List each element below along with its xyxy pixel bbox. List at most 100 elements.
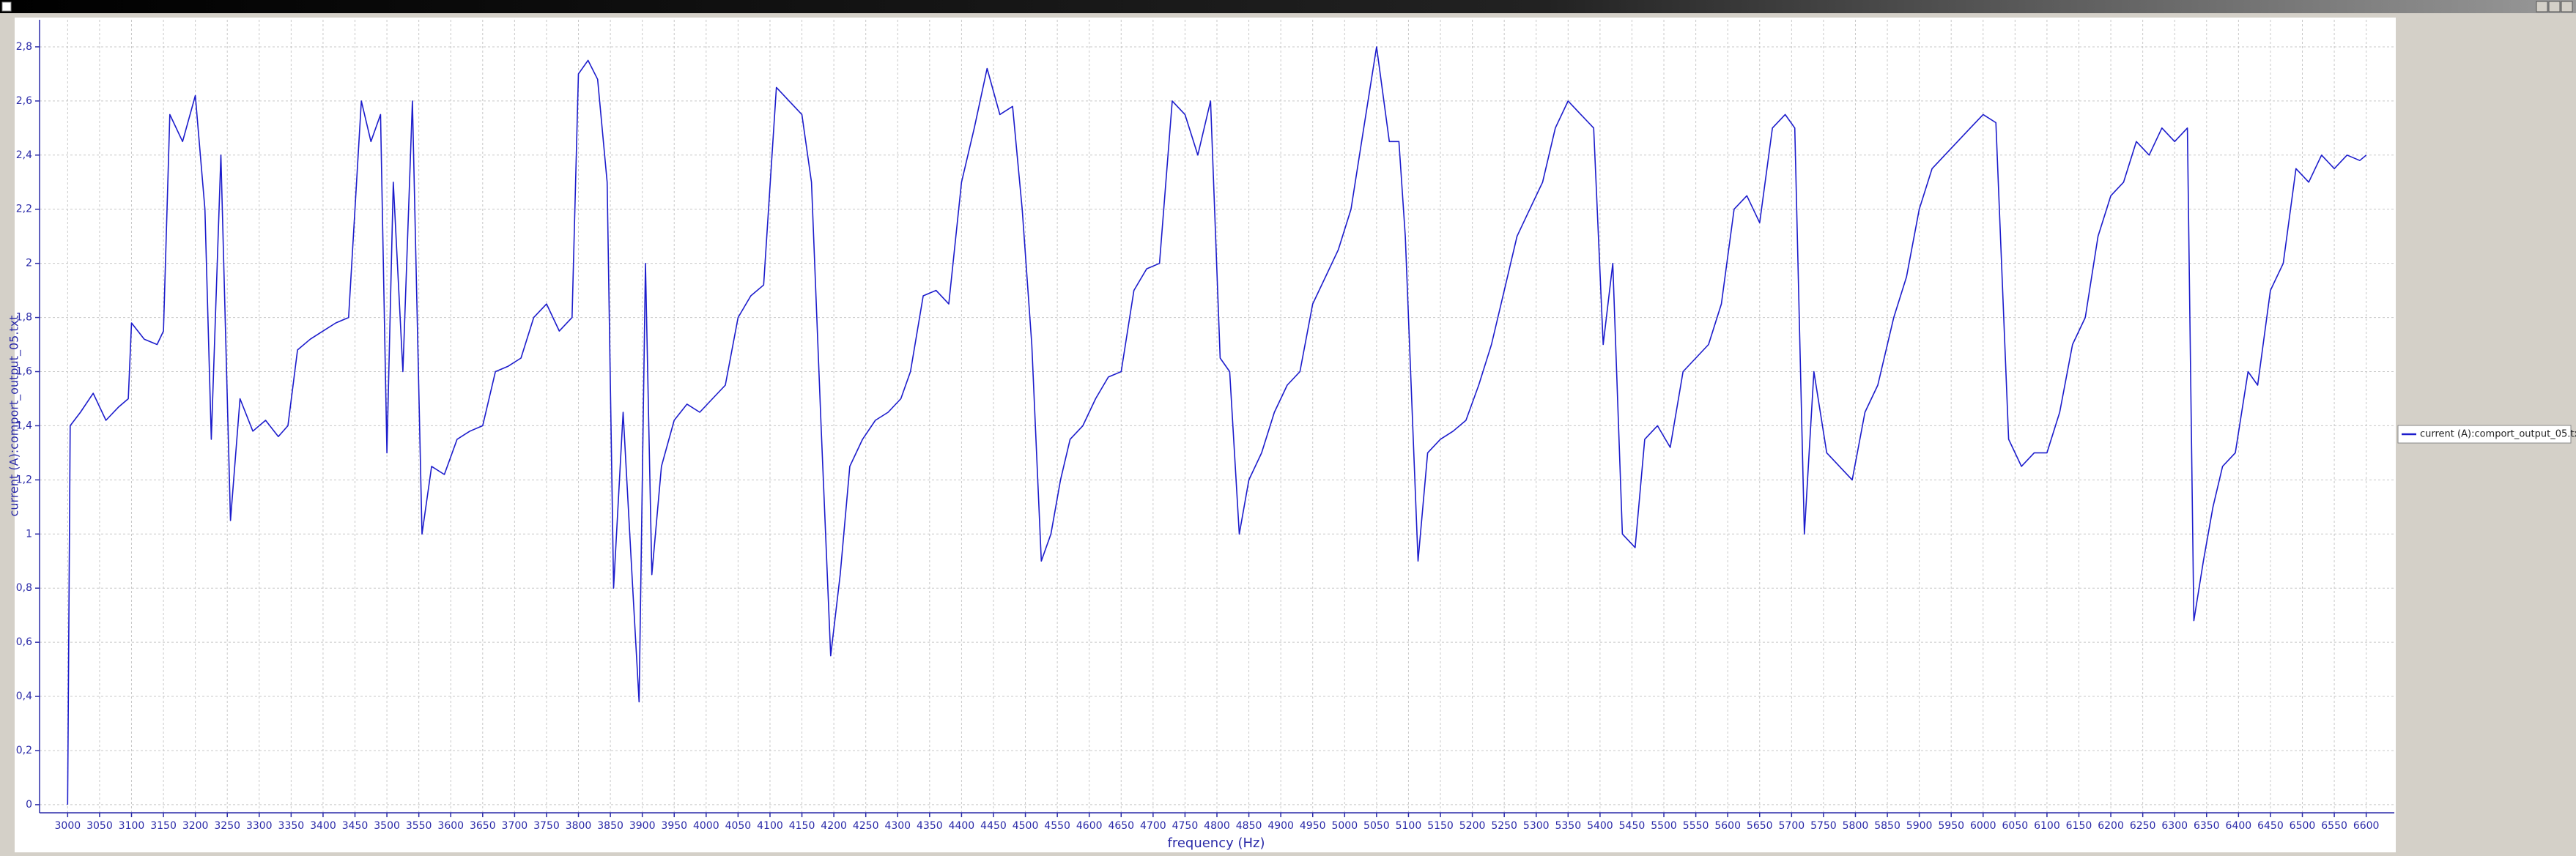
- x-tick-label: 6500: [2290, 820, 2316, 832]
- x-tick-label: 4650: [1108, 820, 1134, 832]
- x-tick-label: 3500: [374, 820, 400, 832]
- y-tick-label: 2,8: [16, 41, 32, 53]
- x-tick-label: 5500: [1651, 820, 1677, 832]
- x-tick-label: 6150: [2066, 820, 2092, 832]
- x-tick-label: 4300: [884, 820, 911, 832]
- x-tick-label: 5300: [1523, 820, 1550, 832]
- x-tick-label: 3600: [437, 820, 464, 832]
- x-tick-label: 4200: [821, 820, 847, 832]
- x-tick-label: 3550: [406, 820, 432, 832]
- title-bar: [0, 0, 2576, 13]
- x-tick-label: 3950: [661, 820, 687, 832]
- x-tick-label: 4600: [1076, 820, 1103, 832]
- y-axis-label: current (A):comport_output_05.txt: [7, 316, 22, 517]
- x-tick-label: 3000: [55, 820, 81, 832]
- y-tick-label: 2: [26, 258, 32, 269]
- x-tick-label: 5900: [1906, 820, 1933, 832]
- x-tick-label: 4500: [1013, 820, 1039, 832]
- x-tick-label: 6450: [2257, 820, 2284, 832]
- x-tick-label: 6300: [2161, 820, 2188, 832]
- x-tick-label: 5700: [1779, 820, 1805, 832]
- x-tick-label: 5000: [1331, 820, 1358, 832]
- y-tick-label: 0,6: [16, 636, 32, 648]
- maximize-button[interactable]: [2548, 1, 2561, 12]
- x-tick-label: 4000: [693, 820, 719, 832]
- x-tick-label: 5550: [1683, 820, 1709, 832]
- x-tick-label: 3900: [629, 820, 656, 832]
- window-icon[interactable]: [1, 1, 12, 12]
- x-tick-label: 4250: [853, 820, 879, 832]
- x-tick-label: 3750: [533, 820, 560, 832]
- x-tick-label: 5800: [1843, 820, 1869, 832]
- y-tick-label: 1,8: [16, 312, 32, 324]
- x-tick-label: 4750: [1172, 820, 1199, 832]
- x-tick-label: 5050: [1363, 820, 1390, 832]
- x-tick-label: 5450: [1619, 820, 1646, 832]
- x-tick-label: 3350: [278, 820, 305, 832]
- x-tick-label: 6000: [1970, 820, 1996, 832]
- x-tick-label: 4350: [917, 820, 943, 832]
- y-tick-label: 0,8: [16, 582, 32, 594]
- data-line: [67, 46, 2367, 805]
- y-tick-label: 2,2: [16, 204, 32, 215]
- y-tick-label: 2,4: [16, 149, 32, 161]
- y-tick-label: 1,6: [16, 366, 32, 378]
- y-tick-label: 0,2: [16, 745, 32, 756]
- x-tick-label: 3100: [119, 820, 145, 832]
- x-tick-label: 6400: [2226, 820, 2252, 832]
- x-tick-label: 4100: [757, 820, 783, 832]
- x-tick-label: 4950: [1300, 820, 1326, 832]
- x-tick-label: 4550: [1044, 820, 1070, 832]
- minimize-button[interactable]: [2536, 1, 2548, 12]
- x-tick-label: 5950: [1938, 820, 1964, 832]
- plot-canvas: [15, 18, 2396, 852]
- x-tick-label: 5350: [1555, 820, 1581, 832]
- x-tick-label: 5650: [1747, 820, 1773, 832]
- x-tick-label: 4800: [1204, 820, 1230, 832]
- x-tick-label: 3200: [182, 820, 209, 832]
- x-tick-label: 3050: [86, 820, 113, 832]
- x-tick-label: 3250: [214, 820, 240, 832]
- x-tick-label: 5400: [1587, 820, 1613, 832]
- legend-label: current (A):comport_output_05.txt: [2420, 429, 2576, 440]
- x-tick-label: 6200: [2098, 820, 2124, 832]
- x-tick-label: 3700: [502, 820, 528, 832]
- x-tick-label: 5200: [1459, 820, 1486, 832]
- x-tick-label: 4050: [725, 820, 752, 832]
- x-tick-label: 5100: [1396, 820, 1422, 832]
- x-tick-label: 3400: [310, 820, 336, 832]
- y-tick-label: 1,2: [16, 474, 32, 485]
- close-button[interactable]: [2561, 1, 2573, 12]
- y-tick-label: 1,4: [16, 420, 32, 431]
- x-tick-label: 4450: [980, 820, 1007, 832]
- x-tick-label: 3650: [470, 820, 496, 832]
- x-tick-label: 5750: [1810, 820, 1837, 832]
- legend-box: [2397, 425, 2572, 444]
- x-tick-label: 4850: [1236, 820, 1262, 832]
- y-tick-label: 1: [26, 528, 32, 540]
- y-tick-label: 2,6: [16, 95, 32, 107]
- x-tick-label: 4900: [1267, 820, 1294, 832]
- x-tick-label: 6550: [2321, 820, 2347, 832]
- x-tick-label: 5850: [1874, 820, 1900, 832]
- x-tick-label: 6250: [2130, 820, 2156, 832]
- x-tick-label: 3450: [342, 820, 369, 832]
- x-tick-label: 4150: [789, 820, 815, 832]
- x-tick-label: 6600: [2353, 820, 2380, 832]
- x-tick-label: 5600: [1714, 820, 1741, 832]
- y-tick-label: 0,4: [16, 691, 32, 702]
- x-tick-label: 6100: [2034, 820, 2060, 832]
- x-tick-label: 3800: [566, 820, 592, 832]
- x-tick-label: 5150: [1427, 820, 1454, 832]
- x-axis-label: frequency (Hz): [1167, 835, 1265, 851]
- x-tick-label: 6350: [2194, 820, 2220, 832]
- x-tick-label: 4700: [1140, 820, 1166, 832]
- x-tick-label: 6050: [2002, 820, 2029, 832]
- x-tick-label: 3150: [150, 820, 177, 832]
- x-tick-label: 3850: [597, 820, 623, 832]
- x-tick-label: 3300: [246, 820, 273, 832]
- x-tick-label: 5250: [1491, 820, 1517, 832]
- y-tick-label: 0: [26, 799, 32, 811]
